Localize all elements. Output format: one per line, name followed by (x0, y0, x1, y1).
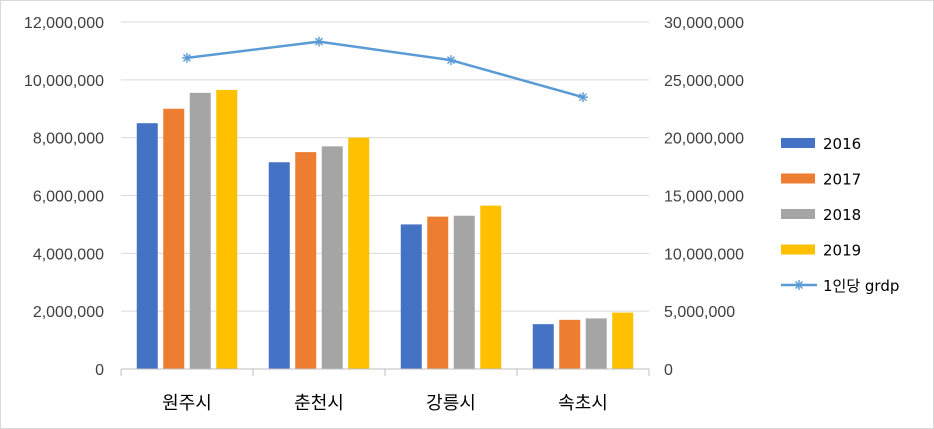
line-point-marker (578, 92, 588, 103)
bar-2016-강릉시 (400, 224, 422, 369)
legend-label: 2019 (823, 242, 861, 260)
legend-label: 2018 (823, 206, 861, 224)
x-axis (120, 368, 650, 376)
y-right-tick-label: 20,000,000 (664, 131, 744, 148)
y-right-tick-label: 15,000,000 (664, 189, 744, 206)
legend-swatch (781, 209, 815, 219)
bar-2016-춘천시 (268, 162, 290, 369)
bar-2017-강릉시 (427, 216, 449, 369)
bar-2019-원주시 (216, 89, 238, 370)
y-axis-left-ticks: 0 2,000,000 4,000,000 6,000,000 8,000,000 10,… (24, 15, 104, 379)
bar-series (136, 89, 634, 370)
y-axis-right-ticks: 0 5,000,000 10,000,000 15,000,000 20,000,000… (664, 15, 744, 379)
legend-swatch (781, 138, 815, 148)
legend-label: 1인당 grdp (823, 277, 899, 295)
y-right-tick-label: 0 (664, 362, 673, 379)
y-left-tick-label: 12,000,000 (24, 15, 104, 32)
y-left-tick-label: 6,000,000 (33, 189, 104, 206)
line-point-marker (446, 55, 456, 66)
bar-2016-속초시 (532, 324, 554, 369)
y-right-tick-label: 5,000,000 (664, 304, 735, 321)
bar-2019-강릉시 (480, 205, 502, 369)
bar-2018-강릉시 (453, 215, 475, 369)
line-point-marker (314, 36, 324, 47)
y-left-tick-label: 8,000,000 (33, 131, 104, 148)
legend-marker (794, 280, 804, 290)
bar-2018-춘천시 (321, 146, 343, 369)
y-right-tick-label: 30,000,000 (664, 15, 744, 32)
bar-2019-춘천시 (348, 137, 370, 369)
line-series-path (186, 40, 584, 99)
legend-item: 2017 (781, 171, 861, 189)
x-category-label: 속초시 (558, 393, 608, 414)
x-category-label: 원주시 (162, 393, 212, 414)
y-left-tick-label: 4,000,000 (33, 246, 104, 263)
bar-2017-속초시 (559, 319, 581, 369)
line-point-marker (182, 52, 192, 63)
bar-2017-원주시 (163, 108, 185, 369)
bar-2016-원주시 (136, 123, 158, 369)
y-right-tick-label: 10,000,000 (664, 246, 744, 263)
legend-item: 1인당 grdp (781, 277, 899, 295)
y-left-tick-label: 2,000,000 (33, 304, 104, 321)
legend-swatch (781, 244, 815, 255)
bar-2017-춘천시 (295, 152, 317, 369)
legend-label: 2017 (823, 171, 861, 189)
legend-item: 2016 (781, 135, 861, 153)
x-category-label: 춘천시 (294, 393, 344, 414)
legend-item: 2019 (781, 242, 861, 260)
x-axis-categories: 원주시 춘천시 강릉시 속초시 (162, 393, 608, 414)
legend-swatch (781, 173, 815, 184)
line-series (182, 36, 588, 103)
x-category-label: 강릉시 (426, 393, 476, 414)
y-right-tick-label: 25,000,000 (664, 73, 744, 90)
y-left-tick-label: 10,000,000 (24, 73, 104, 90)
legend-item: 2018 (781, 206, 861, 224)
bar-2019-속초시 (612, 312, 634, 369)
legend: 2016 2017 2018 2019 1인당 grdp (781, 135, 899, 295)
y-left-tick-label: 0 (95, 362, 104, 379)
bar-2018-속초시 (585, 318, 607, 369)
bar-2018-원주시 (189, 92, 211, 370)
legend-label: 2016 (823, 135, 861, 153)
